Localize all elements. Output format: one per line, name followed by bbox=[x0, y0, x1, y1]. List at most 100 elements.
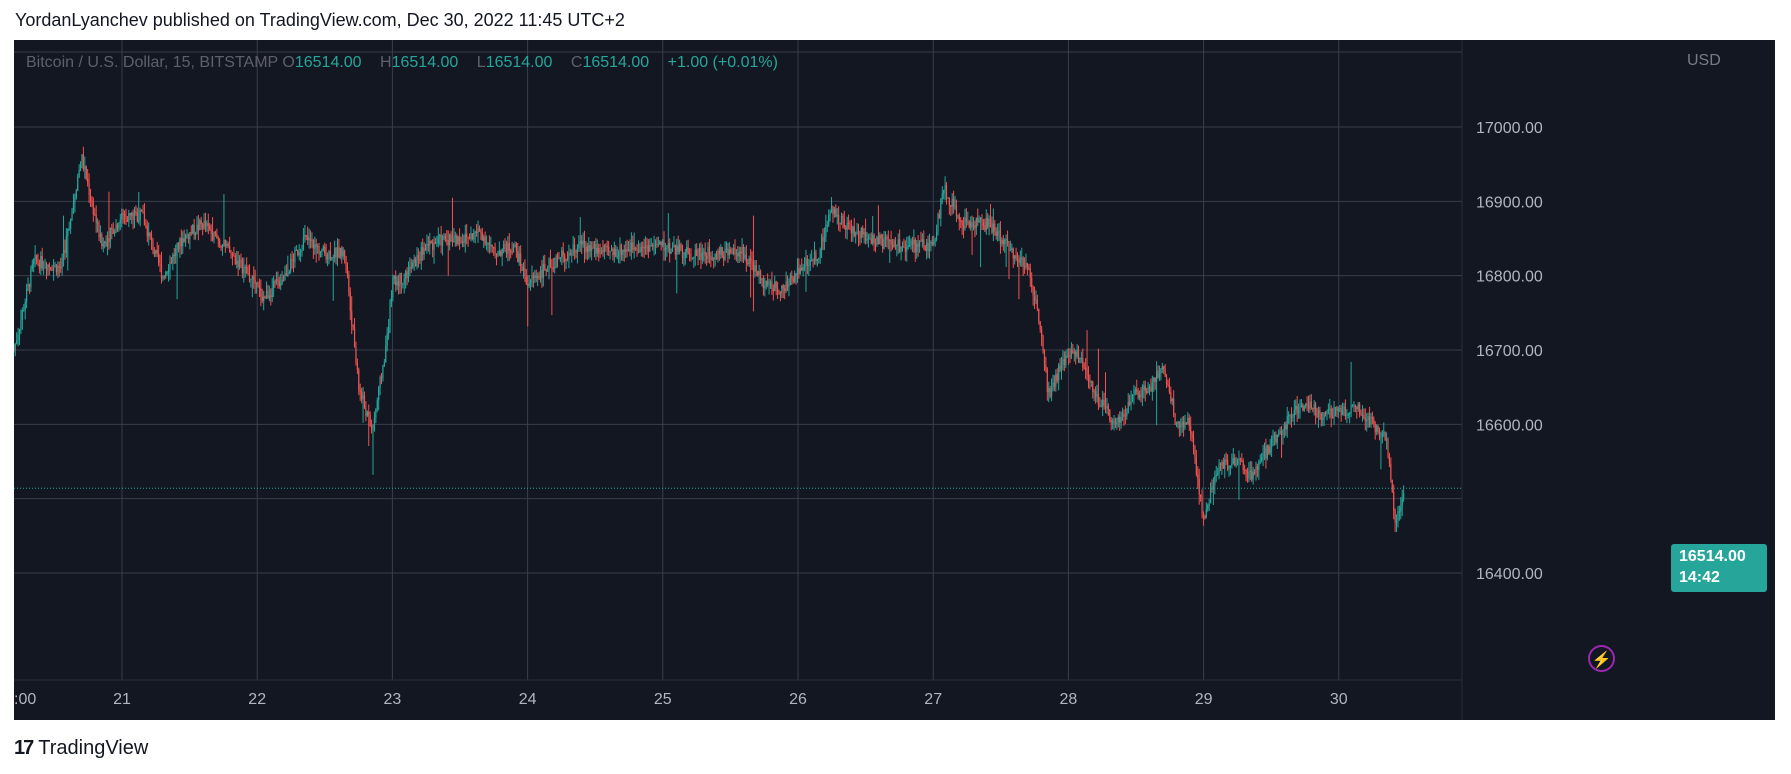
candle-body bbox=[518, 253, 520, 263]
candle-body bbox=[457, 236, 459, 244]
candle-body bbox=[386, 333, 388, 346]
time-tick-label: 29 bbox=[1195, 691, 1213, 708]
candle-body bbox=[856, 231, 858, 234]
candle-body bbox=[921, 239, 923, 242]
candle-body bbox=[253, 275, 255, 281]
candle-body bbox=[1156, 370, 1158, 382]
candle-body bbox=[328, 251, 330, 257]
candle-body bbox=[828, 215, 830, 225]
candle-body bbox=[809, 260, 811, 266]
candle-body bbox=[493, 247, 495, 249]
candle-body bbox=[1235, 464, 1237, 466]
candle-body bbox=[234, 255, 236, 264]
candle-body bbox=[207, 223, 209, 226]
candle-body bbox=[1050, 388, 1053, 397]
candle-body bbox=[1221, 462, 1223, 466]
candle-body bbox=[441, 236, 444, 246]
candle-body bbox=[515, 244, 517, 251]
candle-body bbox=[311, 239, 313, 242]
candle-body bbox=[874, 242, 877, 245]
chart-svg[interactable]: 16400.00 16600.00 16700.00 16800.00 16900.00… bbox=[14, 40, 1775, 720]
candle-body bbox=[319, 251, 322, 255]
candle-body bbox=[1289, 414, 1291, 416]
candle-body bbox=[297, 249, 299, 256]
candle-body bbox=[1112, 421, 1114, 424]
candle-body bbox=[1138, 394, 1141, 398]
candle-body bbox=[227, 244, 229, 247]
candle-body bbox=[179, 238, 181, 250]
candle-body bbox=[400, 273, 402, 284]
candle-body bbox=[368, 411, 370, 416]
candle-body bbox=[539, 269, 542, 280]
candle-body bbox=[1004, 239, 1006, 245]
candle-body bbox=[635, 247, 637, 249]
candle-body bbox=[1106, 406, 1108, 408]
candle-body bbox=[897, 239, 899, 245]
candle-body bbox=[703, 251, 705, 253]
candle-body bbox=[747, 262, 749, 264]
candle-body bbox=[1154, 377, 1156, 382]
candle-body bbox=[1353, 404, 1355, 406]
candle-body bbox=[1103, 399, 1105, 406]
candle-body bbox=[1201, 497, 1203, 515]
candle-body bbox=[602, 249, 604, 252]
candle-body bbox=[487, 243, 489, 245]
candle-body bbox=[859, 237, 861, 239]
candle-body bbox=[1035, 299, 1037, 301]
candle-body bbox=[1161, 366, 1163, 370]
candle-body bbox=[629, 249, 631, 252]
candle-body bbox=[779, 293, 782, 295]
candle-body bbox=[708, 246, 711, 257]
candle-body bbox=[903, 246, 905, 248]
candle-body bbox=[263, 296, 265, 301]
high-value: 16514.00 bbox=[391, 54, 459, 71]
candle-body bbox=[500, 251, 502, 256]
candle-body bbox=[55, 264, 58, 273]
candle-body bbox=[555, 256, 557, 268]
lightning-icon[interactable]: ⚡ bbox=[1588, 645, 1615, 672]
chart-panel[interactable]: 16400.00 16600.00 16700.00 16800.00 16900.00… bbox=[14, 40, 1775, 720]
candle-body bbox=[160, 264, 163, 279]
candle-body bbox=[1075, 351, 1077, 357]
candle-body bbox=[927, 242, 929, 252]
candle-body bbox=[583, 240, 586, 253]
candle-body bbox=[748, 258, 750, 264]
candle-body bbox=[148, 232, 150, 237]
candle-body bbox=[928, 243, 931, 252]
candle-body bbox=[1019, 258, 1021, 263]
candle-body bbox=[264, 296, 266, 299]
candle-body bbox=[1029, 268, 1031, 279]
candle-body bbox=[857, 231, 860, 238]
candle-body bbox=[1234, 458, 1236, 466]
tradingview-footer[interactable]: 17 TradingView bbox=[14, 737, 148, 760]
candle-body bbox=[1401, 498, 1403, 507]
candle-body bbox=[112, 229, 114, 234]
candle-body bbox=[1245, 470, 1247, 477]
candle-body bbox=[1120, 417, 1122, 423]
candle-body bbox=[796, 268, 799, 276]
candle-body bbox=[155, 249, 157, 254]
candle-body bbox=[1226, 460, 1229, 469]
candle-body bbox=[273, 280, 275, 289]
candle-body bbox=[156, 249, 158, 254]
candle-body bbox=[613, 248, 615, 256]
candle-body bbox=[1131, 394, 1134, 401]
candle-body bbox=[470, 233, 472, 240]
candle-body bbox=[654, 244, 657, 246]
candle-body bbox=[1302, 404, 1304, 411]
candle-body bbox=[843, 218, 845, 227]
candle-body bbox=[625, 249, 627, 252]
time-tick-label: 28 bbox=[1060, 691, 1078, 708]
currency-label[interactable]: USD bbox=[1687, 52, 1721, 69]
candle-body bbox=[1248, 471, 1250, 478]
candle-body bbox=[1033, 295, 1036, 301]
candle-body bbox=[899, 239, 901, 252]
candle-body bbox=[314, 244, 316, 249]
candle-body bbox=[701, 252, 703, 260]
candle-body bbox=[133, 211, 136, 220]
candle-body bbox=[1005, 239, 1007, 241]
candle-body bbox=[714, 253, 716, 260]
candle-body bbox=[409, 266, 411, 271]
candle-body bbox=[108, 238, 110, 242]
candle-body bbox=[627, 249, 630, 252]
